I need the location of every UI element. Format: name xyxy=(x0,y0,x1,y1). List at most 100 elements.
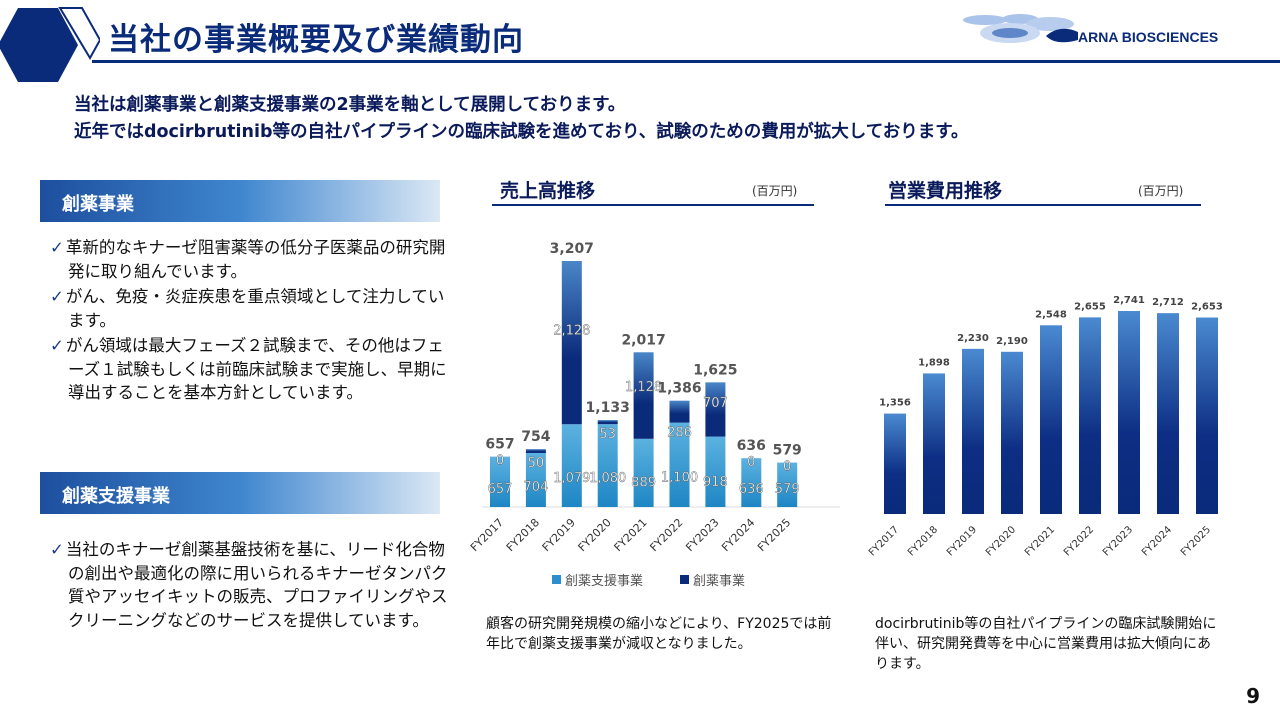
data-label-support: 889 xyxy=(631,476,656,491)
data-label-total: 579 xyxy=(773,443,802,459)
data-label-total: 754 xyxy=(521,429,550,445)
bar-support xyxy=(597,424,618,507)
x-tick-label: FY2017 xyxy=(867,524,901,558)
data-label-drug: 50 xyxy=(528,456,545,471)
bullet: ✓ 当社のキナーゼ創薬基盤技術を基に、リード化合物の創出や最適化の際に用いられるキ… xyxy=(50,538,455,632)
x-tick-label: FY2018 xyxy=(906,524,940,558)
sales-title-rule xyxy=(492,204,814,206)
section-band-support: 創薬支援事業 xyxy=(40,472,440,514)
data-label-drug: 707 xyxy=(703,396,728,411)
x-tick-label: FY2017 xyxy=(468,516,506,554)
x-tick-label: FY2019 xyxy=(540,516,578,554)
sales-unit: (百万円) xyxy=(752,184,798,198)
data-label: 2,653 xyxy=(1191,302,1223,313)
support-bullets: ✓ 当社のキナーゼ創薬基盤技術を基に、リード化合物の創出や最適化の際に用いられるキ… xyxy=(50,538,455,634)
data-label-drug: 0 xyxy=(496,454,504,469)
lead-line: 当社は創薬事業と創薬支援事業の2事業を軸として展開しております。 xyxy=(74,95,626,115)
data-label-support: 636 xyxy=(739,482,764,497)
bar-expense xyxy=(1079,317,1101,514)
data-label-total: 2,017 xyxy=(621,332,665,348)
data-label-total: 657 xyxy=(485,437,514,453)
bar-drug xyxy=(525,449,546,453)
bullet: ✓ がん、免疫・炎症疾患を重点領域として注力しています。 xyxy=(50,285,450,332)
check-icon: ✓ xyxy=(50,336,64,355)
section-label: 創薬事業 xyxy=(62,194,134,215)
data-label-support: 579 xyxy=(775,482,800,497)
x-tick-label: FY2020 xyxy=(576,516,614,554)
data-label: 2,548 xyxy=(1035,309,1067,320)
bar-expense xyxy=(1118,311,1140,514)
check-icon: ✓ xyxy=(50,540,64,559)
section-label: 創薬支援事業 xyxy=(62,486,170,507)
data-label-support: 704 xyxy=(523,480,548,495)
data-label-drug: 1,128 xyxy=(625,380,662,395)
page-title: 当社の事業概要及び業績動向 xyxy=(108,22,524,58)
bullet-text: 革新的なキナーゼ阻害薬等の低分子医薬品の研究開発に取り組んでいます。 xyxy=(65,238,446,281)
x-tick-label: FY2018 xyxy=(504,516,542,554)
data-label-support: 1,100 xyxy=(661,471,698,486)
data-label: 1,898 xyxy=(918,357,950,368)
data-label-support: 657 xyxy=(488,482,513,497)
bar-support xyxy=(669,422,690,507)
bar-expense xyxy=(1196,317,1218,514)
expense-unit: (百万円) xyxy=(1138,184,1184,198)
sales-chart-title: 売上高推移 xyxy=(500,180,596,202)
data-label: 2,190 xyxy=(996,336,1028,347)
legend-swatch-drug xyxy=(680,575,689,584)
data-label-total: 3,207 xyxy=(550,241,594,257)
bullet: ✓ 革新的なキナーゼ阻害薬等の低分子医薬品の研究開発に取り組んでいます。 xyxy=(50,236,450,283)
bullet-text: 当社のキナーゼ創薬基盤技術を基に、リード化合物の創出や最適化の際に用いられるキナ… xyxy=(65,540,448,630)
x-tick-label: FY2024 xyxy=(719,516,757,554)
bar-support xyxy=(705,436,726,507)
x-tick-label: FY2020 xyxy=(984,524,1018,558)
data-label: 2,655 xyxy=(1074,301,1106,312)
check-icon: ✓ xyxy=(50,287,64,306)
bullet-text: がん、免疫・炎症疾患を重点領域として注力しています。 xyxy=(65,287,445,330)
data-label-total: 1,625 xyxy=(693,362,737,378)
bar-support xyxy=(633,438,654,507)
bar-expense xyxy=(923,373,945,514)
sales-note: 顧客の研究開発規模の縮小などにより、FY2025では前年比で創薬支援事業が減収と… xyxy=(486,616,832,652)
svg-text:ARNA BIOSCIENCES: ARNA BIOSCIENCES xyxy=(1078,29,1218,45)
expense-note: docirbrutinib等の自社パイプラインの臨床試験開始に伴い、研究開発費等… xyxy=(875,616,1217,672)
page-number: 9 xyxy=(1246,684,1260,708)
company-logo: ARNA BIOSCIENCES xyxy=(950,10,1260,50)
bar-support xyxy=(490,456,510,507)
expense-chart-title: 営業費用推移 xyxy=(888,180,1003,202)
data-label-drug: 53 xyxy=(599,427,616,442)
header-rule xyxy=(92,60,1280,63)
x-tick-label: FY2023 xyxy=(683,516,721,554)
section-band-drug: 創薬事業 xyxy=(40,180,440,222)
data-label-support: 1,080 xyxy=(589,471,626,486)
lead-line: 近年ではdocirbrutinib等の自社パイプラインの臨床試験を進めており、試… xyxy=(74,122,969,142)
bullet-text: がん領域は最大フェーズ２試験まで、その他はフェーズ１試験もしくは前臨床試験まで実… xyxy=(65,336,447,402)
x-tick-label: FY2022 xyxy=(647,516,685,554)
x-tick-label: FY2024 xyxy=(1140,524,1174,558)
bar-drug xyxy=(705,382,726,437)
bar-support xyxy=(525,452,546,507)
bar-drug xyxy=(561,261,582,425)
bullet: ✓ がん領域は最大フェーズ２試験まで、その他はフェーズ１試験もしくは前臨床試験まで… xyxy=(50,334,450,405)
data-label-drug: 2,128 xyxy=(553,323,590,338)
x-tick-label: FY2021 xyxy=(612,516,650,554)
legend-label-support: 創薬支援事業 xyxy=(565,573,643,589)
data-label-drug: 286 xyxy=(667,426,692,441)
data-label: 2,741 xyxy=(1113,295,1145,306)
data-label-support: 918 xyxy=(703,475,728,490)
x-tick-label: FY2025 xyxy=(1179,524,1213,558)
bar-drug xyxy=(633,352,654,439)
legend-swatch-support xyxy=(552,575,561,584)
lead-text: 当社は創薬事業と創薬支援事業の2事業を軸として展開しております。 近年ではdoc… xyxy=(74,92,969,146)
data-label: 1,356 xyxy=(879,398,911,409)
bar-expense xyxy=(962,348,984,514)
bar-expense xyxy=(1040,325,1062,514)
data-label-total: 1,133 xyxy=(586,400,630,416)
bar-support xyxy=(777,462,798,507)
x-tick-label: FY2025 xyxy=(755,516,793,554)
data-label: 2,230 xyxy=(957,333,989,344)
x-tick-label: FY2023 xyxy=(1101,524,1135,558)
drug-bullets: ✓ 革新的なキナーゼ阻害薬等の低分子医薬品の研究開発に取り組んでいます。 ✓ がん、… xyxy=(50,236,450,407)
bar-expense xyxy=(1157,313,1179,514)
x-tick-label: FY2019 xyxy=(945,524,979,558)
